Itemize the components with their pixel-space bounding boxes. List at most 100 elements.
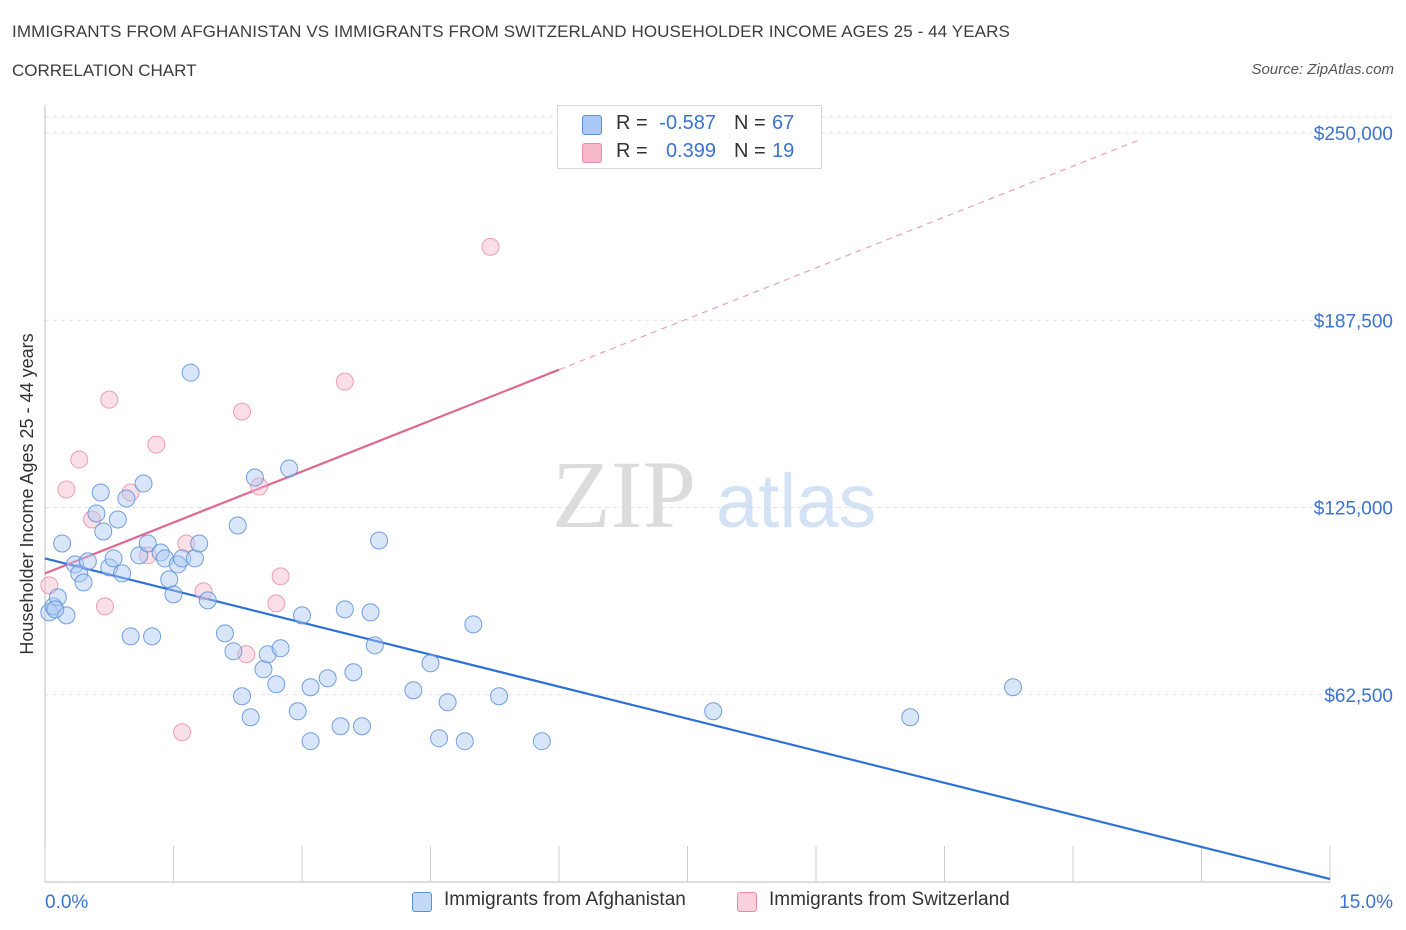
y-axis-label: Householder Income Ages 25 - 44 years [17, 333, 37, 654]
afghanistan-point [421, 654, 440, 673]
tick-labels: $62,500 $125,000 $187,500 $250,000 0.0% 15.0% [45, 124, 1393, 913]
afghanistan-swatch-icon [582, 115, 602, 135]
y-tick-label: $125,000 [1314, 499, 1393, 520]
switzerland-point [57, 480, 76, 499]
afghanistan-point [228, 516, 247, 535]
afghanistan-point [365, 636, 384, 655]
afghanistan-point [53, 534, 72, 553]
switzerland-trendline-extension [558, 138, 1142, 371]
afghanistan-point [117, 489, 136, 508]
switzerland-point [194, 582, 213, 601]
afghanistan-point [254, 660, 273, 679]
afghanistan-point [46, 600, 65, 619]
afghanistan-point [143, 627, 162, 646]
switzerland-point [95, 597, 114, 616]
afghanistan-point [318, 669, 337, 688]
afghanistan-point [48, 588, 67, 607]
afghanistan-point [532, 732, 551, 751]
switzerland-point [173, 723, 192, 742]
y-tick-label: $187,500 [1314, 311, 1393, 332]
afghanistan-point [280, 459, 299, 478]
r-value: -0.587 [659, 112, 716, 134]
afghanistan-point [78, 552, 97, 571]
n-label: N = [734, 140, 766, 162]
afghanistan-point [173, 549, 192, 568]
x-tick-label: 15.0% [1339, 892, 1393, 913]
afghanistan-point [245, 468, 264, 487]
afghanistan-point [267, 675, 286, 694]
afghanistan-point [352, 717, 371, 736]
afghanistan-point [233, 687, 252, 706]
afghanistan-point [288, 702, 307, 721]
afghanistan-point [1004, 678, 1023, 697]
switzerland-point [271, 567, 290, 586]
afghanistan-point [57, 606, 76, 625]
switzerland-swatch-icon [582, 143, 602, 163]
afghanistan-point [44, 597, 63, 616]
watermark: ZIP atlas [552, 441, 877, 548]
afghanistan-point [464, 615, 483, 634]
data-points [40, 237, 1023, 751]
legend-row-switzerland: R = 0.399 N = 19 [558, 137, 821, 165]
afghanistan-point [138, 534, 157, 553]
afghanistan-point [490, 687, 509, 706]
afghanistan-point [108, 510, 127, 529]
afghanistan-trendline [44, 557, 1331, 881]
source-credit: Source: ZipAtlas.com [1251, 61, 1394, 78]
afghanistan-point [438, 693, 457, 712]
afghanistan-point [293, 606, 311, 625]
y-tick-label: $62,500 [1324, 686, 1393, 707]
afghanistan-point [344, 663, 363, 682]
switzerland-point [267, 594, 286, 613]
switzerland-point [481, 237, 500, 256]
switzerland-trendline [44, 368, 560, 575]
switzerland-point [335, 372, 354, 391]
watermark-atlas: atlas [716, 459, 877, 544]
afghanistan-point [430, 729, 449, 748]
r-value: 0.399 [665, 140, 716, 162]
trend-lines [44, 138, 1331, 881]
afghanistan-point [331, 717, 350, 736]
switzerland-legend-swatch-icon [737, 892, 757, 912]
afghanistan-point [455, 732, 474, 751]
n-value: 19 [772, 140, 795, 162]
r-label: R = [616, 140, 648, 162]
switzerland-point [70, 450, 89, 469]
chart-title: IMMIGRANTS FROM AFGHANISTAN VS IMMIGRANT… [12, 22, 1010, 41]
afghanistan-point [87, 504, 106, 523]
switzerland-point [250, 477, 269, 496]
afghanistan-point [74, 573, 93, 592]
n-value: 67 [772, 112, 795, 134]
axes [44, 105, 1331, 883]
x-tick-label: 0.0% [45, 892, 88, 913]
afghanistan-point [190, 534, 209, 553]
n-label: N = [734, 112, 766, 134]
switzerland-point [147, 435, 166, 454]
afghanistan-point [215, 624, 234, 643]
afghanistan-point [160, 570, 179, 589]
switzerland-point [177, 534, 196, 553]
afghanistan-point [370, 531, 389, 550]
afghanistan-point [271, 639, 290, 658]
afghanistan-point [134, 474, 153, 493]
switzerland-legend-label: Immigrants from Switzerland [769, 889, 1010, 910]
afghanistan-point [901, 708, 920, 727]
afghanistan-point [198, 591, 217, 610]
afghanistan-point [361, 603, 380, 622]
watermark-zip: ZIP [552, 441, 696, 548]
afghanistan-point [164, 585, 183, 604]
afghanistan-point [301, 732, 320, 751]
afghanistan-point [94, 522, 113, 541]
afghanistan-point [181, 363, 200, 382]
afghanistan-point [301, 678, 320, 697]
afghanistan-legend-swatch-icon [412, 892, 432, 912]
correlation-legend: R = -0.587 N = 67 R = 0.399 N = 19 [557, 105, 822, 169]
chart-subtitle: CORRELATION CHART [12, 61, 197, 80]
switzerland-point [233, 402, 252, 421]
afghanistan-point [121, 627, 140, 646]
r-label: R = [616, 112, 648, 134]
afghanistan-point [404, 681, 423, 700]
switzerland-point [100, 390, 119, 409]
afghanistan-point [241, 708, 260, 727]
afghanistan-point [104, 549, 123, 568]
